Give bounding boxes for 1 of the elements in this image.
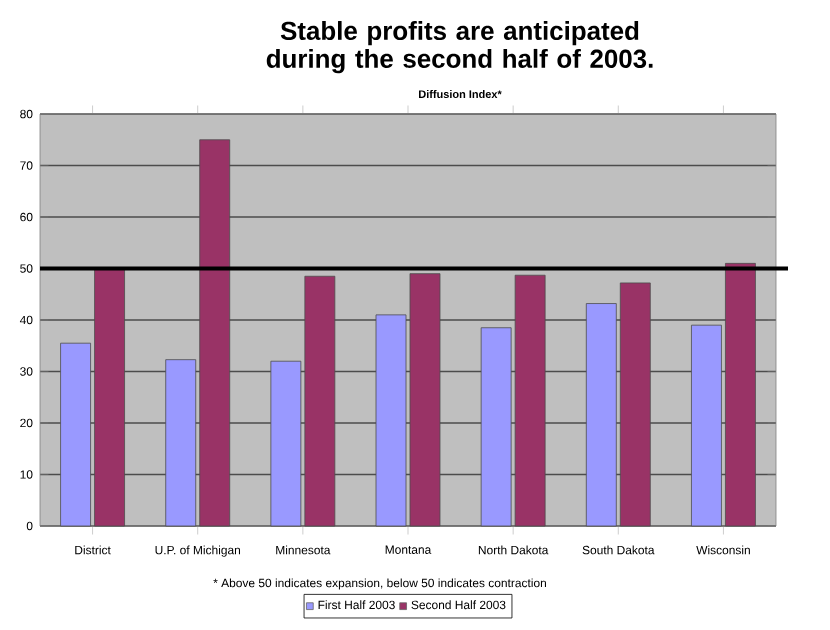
chart-title: Stable profits are anticipated during the second half of 2003. <box>266 21 653 74</box>
